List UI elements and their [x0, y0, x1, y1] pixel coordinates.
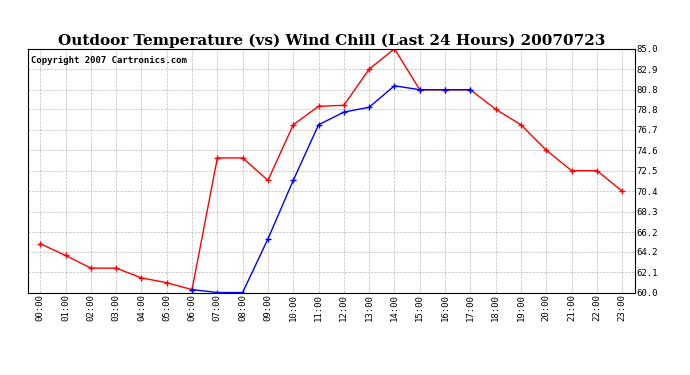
Text: Copyright 2007 Cartronics.com: Copyright 2007 Cartronics.com	[30, 56, 186, 65]
Title: Outdoor Temperature (vs) Wind Chill (Last 24 Hours) 20070723: Outdoor Temperature (vs) Wind Chill (Las…	[57, 33, 605, 48]
